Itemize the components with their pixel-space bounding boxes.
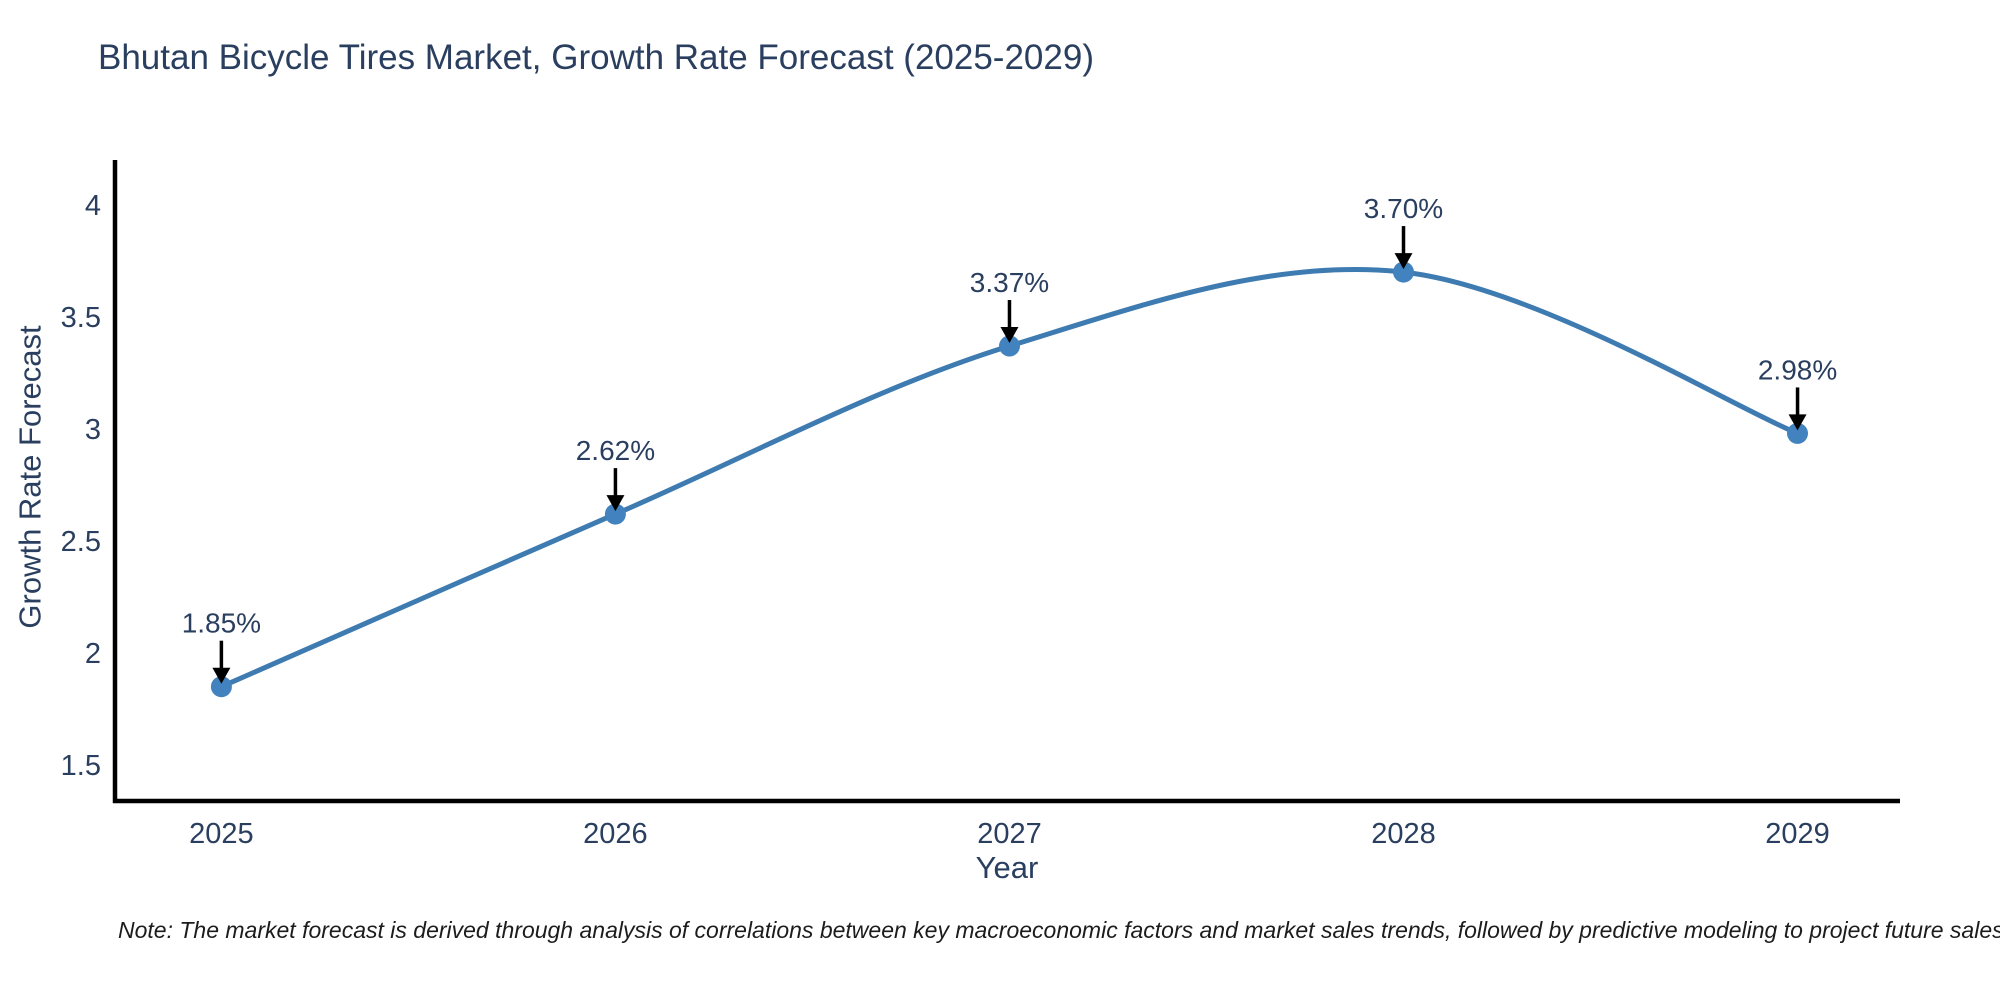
annotation-arrowhead-icon bbox=[1788, 414, 1807, 431]
x-axis-title: Year bbox=[975, 850, 1039, 885]
data-point-marker[interactable] bbox=[1393, 261, 1414, 283]
data-point-marker[interactable] bbox=[604, 503, 626, 525]
data-point-marker[interactable] bbox=[1787, 422, 1808, 444]
annotation-arrowhead-icon bbox=[1000, 327, 1019, 344]
y-tick-label: 4 bbox=[85, 190, 101, 222]
y-tick-label: 3 bbox=[85, 414, 101, 446]
y-tick-label: 3.5 bbox=[61, 302, 101, 334]
point-value-label: 2.98% bbox=[1758, 354, 1837, 385]
x-tick-label: 2025 bbox=[189, 818, 254, 850]
point-value-label: 3.70% bbox=[1364, 193, 1443, 224]
x-tick-label: 2026 bbox=[583, 818, 648, 850]
data-point-marker[interactable] bbox=[210, 676, 232, 698]
point-value-label: 3.37% bbox=[970, 267, 1049, 298]
y-tick-label: 2.5 bbox=[61, 526, 101, 558]
point-value-label: 2.62% bbox=[576, 435, 655, 466]
x-tick-label: 2028 bbox=[1371, 818, 1436, 850]
data-point-marker[interactable] bbox=[999, 335, 1020, 357]
x-tick-label: 2029 bbox=[1765, 818, 1830, 850]
point-value-label: 1.85% bbox=[182, 608, 261, 639]
annotation-arrowhead-icon bbox=[212, 667, 231, 684]
annotation-arrowhead-icon bbox=[606, 495, 625, 512]
annotation-arrowhead-icon bbox=[1394, 253, 1413, 270]
chart-title: Bhutan Bicycle Tires Market, Growth Rate… bbox=[98, 38, 1094, 77]
y-tick-label: 1.5 bbox=[61, 750, 101, 782]
x-tick-label: 2027 bbox=[977, 818, 1042, 850]
footnote: Note: The market forecast is derived thr… bbox=[118, 917, 2000, 943]
y-tick-label: 2 bbox=[85, 638, 101, 670]
